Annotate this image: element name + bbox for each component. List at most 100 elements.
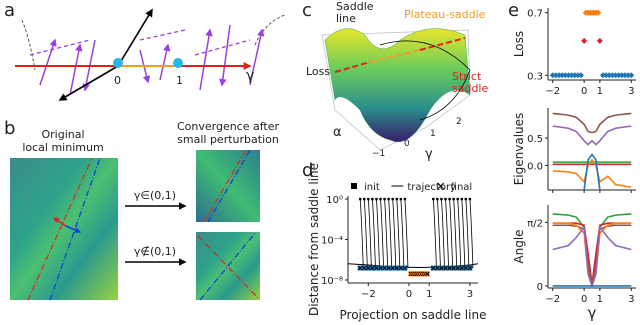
heatmap: [10, 158, 118, 300]
strict-label: saddle: [452, 82, 488, 95]
x-tick-label: 0: [581, 294, 587, 305]
x-marker: [357, 265, 363, 271]
tick-label: 2: [456, 117, 462, 127]
init-marker: [440, 197, 443, 201]
x-tick-label: 0: [406, 289, 412, 300]
y-tick-label: π/2: [527, 218, 543, 229]
x-marker: [437, 182, 445, 190]
x-marker: [455, 265, 461, 271]
init-marker: [358, 197, 362, 201]
diamond-marker: [578, 72, 584, 79]
init-marker: [395, 197, 398, 201]
one-label: 1: [176, 74, 183, 87]
init-marker: [444, 197, 447, 201]
init-marker: [403, 197, 407, 201]
diamond-marker: [600, 72, 606, 79]
right-title: small perturbation: [177, 133, 279, 146]
x-tick-label: 1: [597, 86, 603, 97]
init-marker: [452, 197, 455, 201]
x-marker: [382, 265, 387, 271]
y-tick-label: 10⁻⁸: [321, 276, 343, 287]
init-marker: [367, 197, 370, 201]
init-marker: [351, 183, 357, 189]
trajectory-path: [400, 199, 405, 269]
init-marker: [387, 197, 390, 201]
x-marker: [365, 265, 371, 271]
y-axis-label: Loss: [512, 31, 526, 57]
init-marker: [391, 197, 394, 201]
x-marker: [459, 265, 465, 271]
diamond-marker: [574, 72, 581, 79]
init-marker: [399, 197, 403, 201]
gamma-label: γ: [425, 147, 433, 162]
diamond-marker: [556, 72, 562, 79]
panel-label: e: [508, 0, 519, 21]
x-marker: [447, 265, 452, 271]
panel-b: Original local minimum Convergence after…: [10, 120, 280, 301]
x-tick-label: −2: [545, 86, 560, 97]
diamond-marker: [615, 72, 622, 79]
x-tick-label: 3: [628, 294, 634, 305]
x-marker: [463, 265, 469, 271]
saddle-line-label: Saddle: [336, 0, 374, 13]
trajectory-path: [380, 199, 384, 269]
x-marker: [374, 265, 379, 271]
trajectory-path: [449, 199, 453, 269]
saddle-line-label: line: [336, 12, 356, 25]
x-tick-label: 1: [426, 289, 432, 300]
outside-label: γ∉(0,1): [134, 245, 176, 258]
right-title: Convergence after: [177, 120, 280, 133]
diamond-marker: [568, 72, 575, 79]
trajectory-path: [457, 199, 462, 269]
trajectory-path: [469, 199, 474, 269]
loss-label: Loss: [306, 65, 330, 78]
series-line: [552, 112, 632, 134]
trajectory-path: [367, 199, 372, 269]
left-title: Original: [41, 128, 84, 141]
left-title: local minimum: [22, 141, 103, 154]
panel-a: 0 1 γ: [15, 8, 286, 101]
diamond-marker: [622, 72, 628, 79]
trajectory-path: [363, 199, 368, 269]
trajectory-path: [359, 199, 364, 269]
plateau-label: Plateau-saddle: [404, 8, 486, 21]
diamond-marker: [552, 72, 559, 79]
diamond-marker: [565, 72, 572, 79]
panel-label: c: [302, 0, 312, 21]
diamond-marker: [612, 72, 619, 79]
inside-label: γ∈(0,1): [134, 189, 176, 202]
tick-label: −1: [372, 149, 385, 159]
y-tick-label: 0.3: [527, 71, 543, 82]
trajectory-path: [436, 199, 441, 269]
trajectory-path: [404, 199, 409, 269]
series-line: [552, 222, 632, 289]
x-marker: [361, 265, 367, 271]
x-tick-label: 3: [628, 86, 634, 97]
trajectory-path: [371, 199, 376, 269]
diamond-marker: [549, 72, 556, 79]
x-marker: [378, 265, 383, 271]
strict-label: Strict: [452, 70, 482, 83]
origin-label: 0: [114, 74, 121, 87]
panel-label: a: [4, 0, 15, 21]
tick-label: 1: [430, 129, 436, 139]
trajectory-path: [445, 199, 449, 269]
init-marker: [375, 197, 378, 201]
x-marker: [386, 265, 391, 271]
init-marker: [371, 197, 374, 201]
tick-label: 0: [404, 139, 410, 149]
init-marker: [363, 197, 366, 201]
y-tick-label: 0.7: [527, 9, 543, 20]
x-marker: [370, 265, 375, 271]
y-tick-label: 10⁰: [326, 195, 343, 206]
init-marker: [436, 197, 439, 201]
panel-c: Saddle line Plateau-saddle Strict saddle…: [306, 0, 488, 162]
diamond-marker: [603, 72, 610, 79]
trajectory-path: [465, 199, 470, 269]
init-marker: [456, 197, 459, 201]
diamond-marker: [581, 37, 588, 44]
diamond-marker: [628, 72, 635, 79]
alpha-label: α: [333, 125, 342, 140]
series-line: [552, 158, 632, 189]
